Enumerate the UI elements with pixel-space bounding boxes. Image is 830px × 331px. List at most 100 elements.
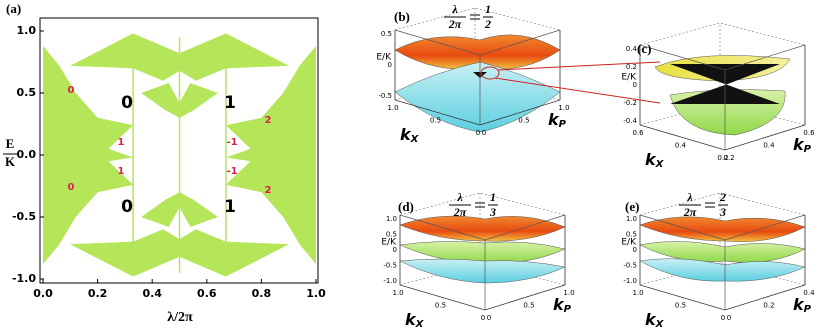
kx-tick-label: 0.2 [717,154,728,162]
title-part: 1 [485,2,491,16]
x-axis-label: λ/2π [167,310,193,325]
energy-surface [639,216,806,242]
kp-tick-label: 0 [727,314,731,322]
e-tick-label: -0.5 [383,262,397,270]
panel-label: (d) [398,199,414,214]
gap-label: 0 [121,197,133,217]
k-subscript: X [415,319,425,330]
y-axis-label: E [6,136,15,151]
box-edge [394,7,561,31]
k-subscript: X [655,159,665,170]
kx-tick-label: 0 [721,314,725,322]
kp-axis-label: kP [553,295,572,316]
kx-axis-label: kX [645,310,665,331]
k-symbol: k [645,310,657,329]
e-axis-label: E/K [621,238,637,248]
chern-label: 1 [118,137,125,148]
title-part: 2π [453,205,467,219]
e-tick-label: 0 [393,246,397,254]
e-axis-label: E/K [376,53,392,63]
y-tick-label: -0.5 [12,210,36,223]
panel-label: (e) [625,199,639,214]
chern-label: 2 [265,185,272,196]
chern-label: -1 [226,137,237,148]
kp-tick-label: 0.5 [523,302,534,310]
x-tick-label: 0.2 [88,287,108,300]
chern-label: 0 [68,182,75,193]
e-tick-label: -0.5 [378,92,392,100]
panels-3d: 0.50-0.5E/K1.00.50 00.51.0kXkP(b)λ2π120.4… [376,2,815,330]
box-edge [639,102,806,126]
k-symbol: k [793,295,805,314]
e-tick-label: -1.0 [383,277,397,285]
kx-tick-label: 0.5 [430,117,441,125]
kp-axis-label: kP [548,110,567,131]
kp-axis-label: kP [793,135,812,156]
zoom-circle [480,66,500,80]
kx-tick-label: 0.5 [675,302,686,310]
box-edge [639,262,806,286]
k-symbol: k [405,310,417,329]
butterfly-band [43,45,134,265]
energy-surface [399,215,566,242]
kp-tick-label: 0.4 [763,142,775,150]
e-axis-label: E/K [621,73,637,83]
k-symbol: k [400,125,412,144]
kx-tick-label: 1.0 [392,289,403,297]
title-part: 1 [490,190,496,204]
k-symbol: k [553,295,565,314]
kx-axis-label: kX [645,150,665,171]
k-symbol: k [548,110,560,129]
y-tick-label: 1.0 [17,24,37,37]
title-part: 3 [719,205,726,219]
title-part: λ [456,190,463,204]
e-tick-label: 0 [633,246,637,254]
box-edge [399,192,566,216]
y-tick-label: 0.5 [17,86,37,99]
zoom-line [494,77,661,104]
k-subscript: P [559,119,567,130]
gap-label: 1 [224,197,236,217]
chern-label: 2 [265,115,272,126]
chern-label: -1 [226,166,237,177]
k-subscript: X [410,134,420,145]
kx-tick-label: 1.0 [632,289,643,297]
kp-tick-label: 0.2 [723,154,734,162]
box-edge [399,262,566,286]
e-tick-label: -0.5 [623,262,637,270]
gap-label: 0 [121,93,133,113]
e-tick-label: 0.5 [381,30,392,38]
kx-axis-label: kX [405,310,425,331]
butterfly-band [141,192,218,227]
butterfly-band [225,45,316,265]
e-tick-label: 0.4 [626,45,638,53]
kp-tick-label: 1.0 [558,104,569,112]
panel-label: (b) [394,9,410,24]
kx-tick-label: 0 [476,129,480,137]
k-symbol: k [645,150,657,169]
y-tick-label: -1.0 [12,272,36,285]
x-tick-label: 0.4 [142,287,162,300]
x-tick-label: 0.6 [197,287,217,300]
kx-axis-label: kX [400,125,420,146]
k-subscript: P [804,144,812,155]
e-tick-label: 0.2 [626,63,637,71]
kx-tick-label: 0.4 [675,142,687,150]
e-axis-label: E/K [381,238,397,248]
kp-tick-label: 0.6 [803,129,815,137]
y-tick-label: 0.0 [17,148,37,161]
title-part: 2π [448,17,462,31]
y-axis-label: K [5,154,16,169]
energy-surface [399,258,566,284]
x-tick-label: 0.8 [252,287,272,300]
k-subscript: P [564,304,572,315]
e-tick-label: -1.0 [623,277,637,285]
title-part: 2π [683,205,697,219]
chern-label: 0 [68,85,75,96]
box-edge [639,22,806,46]
